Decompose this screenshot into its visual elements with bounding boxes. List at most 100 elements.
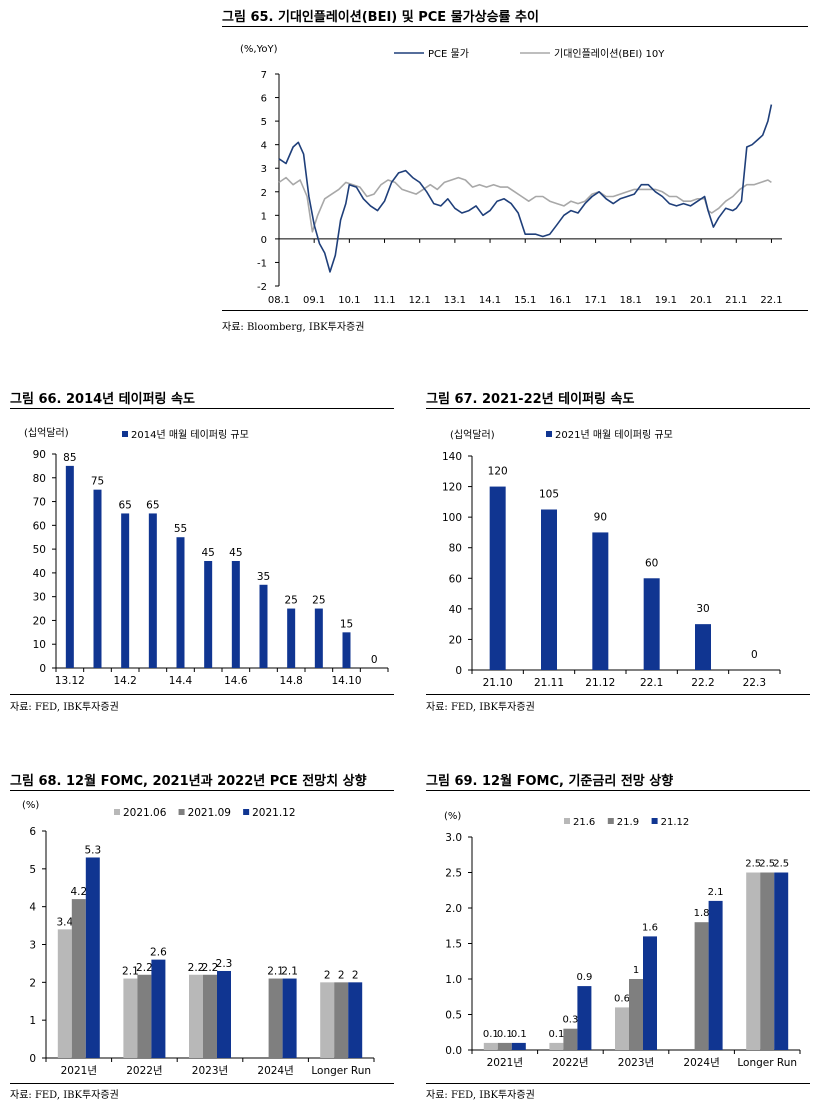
data-label: 90: [594, 511, 607, 523]
x-tick-label: Longer Run: [311, 1065, 371, 1077]
y-axis-unit: (%,YoY): [240, 44, 278, 55]
legend-label-2: 2021.12: [252, 807, 295, 819]
bar: [615, 1007, 629, 1050]
x-tick-label: 15.1: [514, 295, 536, 306]
data-label: 120: [488, 466, 508, 478]
data-label: 2.3: [216, 958, 233, 970]
bar: [563, 1028, 578, 1050]
bar: [643, 578, 660, 670]
x-tick-label: 14.10: [331, 675, 361, 687]
bar: [774, 872, 789, 1050]
chart-66-title-rule: [10, 408, 394, 409]
bar: [541, 509, 557, 670]
bar: [629, 979, 643, 1050]
chart-66-title: 그림 66. 2014년 테이퍼링 속도: [10, 392, 195, 407]
data-label: 15: [340, 618, 353, 630]
x-tick-label: 2022년: [126, 1065, 162, 1077]
y-axis-unit: (십억달러): [24, 427, 69, 439]
x-tick-label: 22.3: [743, 677, 766, 689]
x-tick-label: 2021년: [487, 1057, 523, 1069]
legend-label-2: 21.12: [661, 817, 690, 828]
data-label: 5.3: [84, 844, 101, 856]
chart-67-title: 그림 67. 2021-22년 테이퍼링 속도: [426, 392, 635, 407]
y-tick-label: 70: [33, 497, 46, 509]
x-tick-label: 14.8: [279, 675, 302, 687]
legend-swatch-0: [546, 431, 552, 437]
data-label: 25: [284, 595, 297, 607]
y-tick-label: 4: [29, 902, 36, 914]
data-label: 0.1: [548, 1029, 564, 1040]
x-tick-label: 2023년: [192, 1065, 228, 1077]
y-tick-label: 4: [261, 141, 267, 152]
bar: [65, 465, 74, 668]
data-label: 2: [352, 969, 359, 981]
x-tick-label: 22.1: [760, 295, 782, 306]
data-label: 0: [371, 654, 378, 666]
y-tick-label: 5: [29, 864, 36, 876]
bar: [151, 959, 166, 1058]
data-label: 65: [146, 499, 159, 511]
data-label: 2.5: [759, 859, 775, 870]
chart-65-source: 자료: Bloomberg, IBK투자증권: [222, 322, 365, 333]
y-tick-label: 3.0: [445, 832, 462, 844]
chart-65-source-rule: [222, 310, 808, 311]
x-tick-label: 16.1: [549, 295, 571, 306]
bar: [483, 1042, 498, 1050]
data-label: 2.1: [267, 966, 284, 978]
bar: [489, 486, 506, 670]
x-tick-label: 2024년: [683, 1057, 719, 1069]
y-axis-unit: (%): [22, 800, 39, 811]
x-tick-label: 08.1: [268, 295, 290, 306]
y-tick-label: 2.5: [445, 868, 462, 880]
chart-66-source-rule: [10, 694, 394, 695]
x-tick-label: 13.12: [55, 675, 85, 687]
x-tick-label: 14.1: [479, 295, 501, 306]
chart-68-source: 자료: FED, IBK투자증권: [10, 1090, 119, 1101]
x-tick-label: 14.2: [113, 675, 136, 687]
y-tick-label: 60: [33, 520, 46, 532]
chart-65-title: 그림 65. 기대인플레이션(BEI) 및 PCE 물가상승률 추이: [222, 10, 539, 25]
legend-label-1: 기대인플레이션(BEI) 10Y: [554, 48, 665, 60]
chart-68-source-rule: [10, 1083, 394, 1084]
y-tick-label: 1.0: [445, 974, 462, 986]
x-tick-label: 22.2: [691, 677, 714, 689]
data-label: 30: [696, 603, 709, 615]
x-tick-label: 2022년: [552, 1057, 588, 1069]
data-label: 3.4: [56, 916, 73, 928]
bar: [204, 561, 213, 668]
bar: [123, 978, 138, 1058]
y-tick-label: 0.5: [445, 1010, 462, 1022]
bar: [746, 872, 761, 1050]
x-tick-label: 2021년: [61, 1065, 97, 1077]
x-tick-label: 18.1: [620, 295, 642, 306]
y-tick-label: 2: [29, 977, 36, 989]
bar: [268, 978, 283, 1058]
legend-label-1: 21.9: [617, 817, 639, 828]
bar: [577, 986, 592, 1050]
y-tick-label: 3: [29, 940, 36, 952]
x-tick-label: 19.1: [655, 295, 677, 306]
data-label: 0.3: [562, 1015, 578, 1026]
chart-69-plot: (%) 21.6 21.9 21.12 0.0 0.5 1.0 1.5 2.0 2.5 3.0 202…: [444, 811, 801, 1069]
y-tick-label: 1.5: [445, 939, 462, 951]
y-tick-label: 60: [449, 573, 462, 585]
data-label: 75: [91, 476, 104, 488]
bar: [287, 608, 296, 668]
legend-swatch-2: [651, 818, 658, 824]
legend-label-0: PCE 물가: [428, 48, 469, 60]
x-tick-label: 11.1: [373, 295, 395, 306]
data-label: 2.1: [122, 966, 139, 978]
data-label: 25: [312, 595, 325, 607]
data-label: 35: [257, 571, 270, 583]
x-tick-label: 10.1: [338, 295, 360, 306]
data-label: 0.1: [497, 1029, 513, 1040]
y-tick-label: 20: [449, 634, 462, 646]
legend-swatch-1: [178, 809, 185, 815]
data-label: 105: [539, 489, 559, 501]
data-label: 2.1: [708, 887, 724, 898]
data-label: 2: [324, 969, 331, 981]
y-tick-label: 0: [29, 1053, 36, 1065]
y-tick-label: -2: [257, 282, 267, 293]
chart-65-title-rule: [222, 26, 808, 27]
bar: [320, 982, 335, 1058]
